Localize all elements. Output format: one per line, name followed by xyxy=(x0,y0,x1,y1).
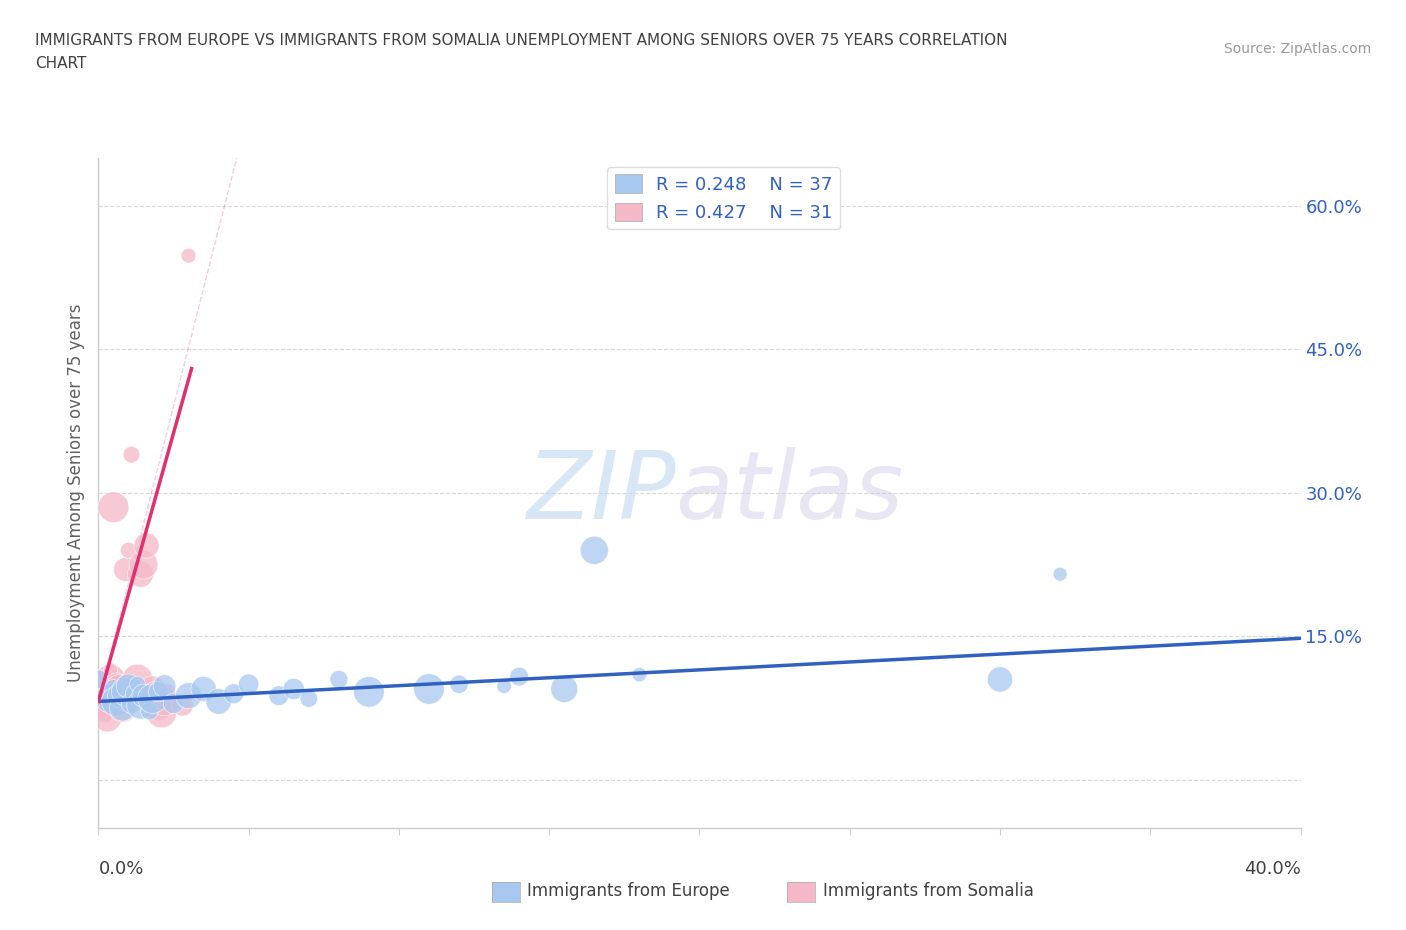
Point xyxy=(111,700,134,715)
Point xyxy=(193,682,215,697)
Point xyxy=(418,682,440,697)
Point xyxy=(103,499,125,514)
Point xyxy=(208,694,231,709)
Point xyxy=(103,682,125,697)
Text: IMMIGRANTS FROM EUROPE VS IMMIGRANTS FROM SOMALIA UNEMPLOYMENT AMONG SENIORS OVE: IMMIGRANTS FROM EUROPE VS IMMIGRANTS FRO… xyxy=(35,33,1008,47)
Point xyxy=(138,704,160,719)
Point xyxy=(124,682,146,697)
Point xyxy=(177,688,200,703)
Point xyxy=(156,684,179,699)
Point xyxy=(145,688,167,703)
Point xyxy=(148,684,170,699)
Y-axis label: Unemployment Among Seniors over 75 years: Unemployment Among Seniors over 75 years xyxy=(67,304,86,682)
Text: ZIP: ZIP xyxy=(526,447,675,538)
Point xyxy=(141,682,163,697)
Point xyxy=(93,706,115,721)
Point xyxy=(583,543,606,558)
Point xyxy=(96,686,118,701)
Text: Immigrants from Europe: Immigrants from Europe xyxy=(527,882,730,900)
Text: Immigrants from Somalia: Immigrants from Somalia xyxy=(823,882,1033,900)
Text: 40.0%: 40.0% xyxy=(1244,860,1301,878)
Point xyxy=(114,684,136,699)
Point xyxy=(103,682,125,697)
Point xyxy=(108,682,131,697)
Point xyxy=(114,562,136,577)
Text: CHART: CHART xyxy=(35,56,87,71)
Point xyxy=(127,672,149,687)
Point xyxy=(108,688,131,703)
Point xyxy=(100,672,122,687)
Point xyxy=(494,679,516,694)
Point xyxy=(121,696,143,711)
Point xyxy=(172,698,194,712)
Point xyxy=(124,686,146,701)
Point xyxy=(328,672,350,687)
Point xyxy=(117,677,139,692)
Point xyxy=(90,682,112,697)
Point xyxy=(132,688,155,703)
Point xyxy=(135,538,157,553)
Point xyxy=(132,557,155,572)
Point xyxy=(121,447,143,462)
Point xyxy=(105,694,128,709)
Point xyxy=(105,677,128,692)
Point xyxy=(153,679,176,694)
Point xyxy=(148,698,170,712)
Point xyxy=(117,543,139,558)
Point xyxy=(298,691,321,706)
Point xyxy=(988,672,1011,687)
Text: atlas: atlas xyxy=(675,447,904,538)
Text: Source: ZipAtlas.com: Source: ZipAtlas.com xyxy=(1223,42,1371,56)
Point xyxy=(357,684,380,699)
Point xyxy=(1049,566,1071,581)
Point xyxy=(129,566,152,581)
Point xyxy=(96,711,118,725)
Point xyxy=(447,677,470,692)
Point xyxy=(127,677,149,692)
Point xyxy=(222,686,245,701)
Point xyxy=(508,669,530,684)
Point xyxy=(87,672,110,687)
Point xyxy=(553,682,575,697)
Point xyxy=(150,706,173,721)
Point xyxy=(162,696,184,711)
Point xyxy=(87,677,110,692)
Point xyxy=(628,667,651,682)
Text: 0.0%: 0.0% xyxy=(98,860,143,878)
Point xyxy=(283,682,305,697)
Point xyxy=(108,694,131,709)
Point xyxy=(100,691,122,706)
Point xyxy=(238,677,260,692)
Point xyxy=(141,691,163,706)
Point xyxy=(111,700,134,715)
Point xyxy=(93,696,115,711)
Point xyxy=(117,679,139,694)
Point xyxy=(177,248,200,263)
Legend: R = 0.248    N = 37, R = 0.427    N = 31: R = 0.248 N = 37, R = 0.427 N = 31 xyxy=(607,167,839,230)
Point xyxy=(267,688,290,703)
Point xyxy=(129,698,152,712)
Point xyxy=(100,662,122,677)
Point xyxy=(153,694,176,709)
